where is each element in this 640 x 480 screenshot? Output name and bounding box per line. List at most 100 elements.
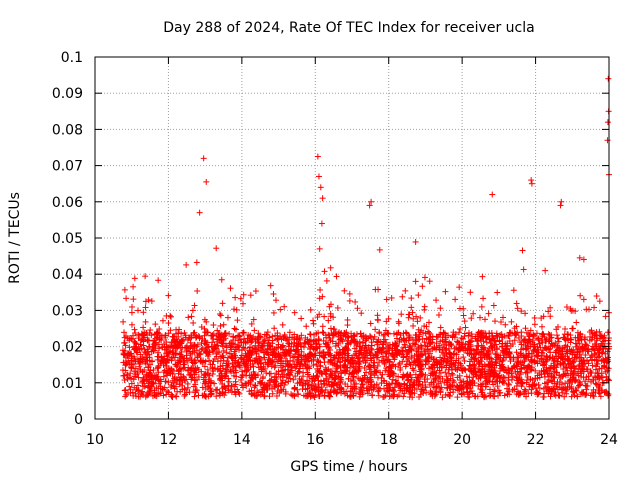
data-point xyxy=(419,283,426,290)
data-point xyxy=(535,336,542,343)
data-point xyxy=(421,274,428,281)
data-point xyxy=(479,273,486,280)
data-point xyxy=(522,310,529,317)
data-point xyxy=(174,388,181,395)
data-point xyxy=(562,325,569,332)
data-point xyxy=(361,364,368,371)
data-point xyxy=(298,315,305,322)
data-point xyxy=(421,306,428,313)
data-point xyxy=(412,238,419,245)
data-point xyxy=(126,383,133,390)
data-point xyxy=(372,326,379,333)
data-point xyxy=(281,303,288,310)
data-point xyxy=(520,266,527,273)
data-point xyxy=(302,334,309,341)
data-point xyxy=(553,369,560,376)
data-point xyxy=(554,335,561,342)
x-tick-label: 16 xyxy=(306,432,324,448)
data-point xyxy=(188,313,195,320)
data-point xyxy=(269,390,276,397)
y-tick-label: 0.09 xyxy=(52,86,83,102)
data-point xyxy=(319,329,326,336)
data-point xyxy=(216,311,223,318)
data-point xyxy=(145,296,152,303)
y-tick-label: 0.01 xyxy=(52,376,83,392)
data-point xyxy=(270,290,277,297)
data-point xyxy=(576,254,583,261)
grid xyxy=(95,57,609,419)
data-point xyxy=(247,292,254,299)
data-point xyxy=(605,75,612,82)
data-point xyxy=(233,306,240,313)
data-point xyxy=(338,390,345,397)
data-point xyxy=(363,369,370,376)
data-point xyxy=(374,312,381,319)
data-point xyxy=(569,325,576,332)
data-point xyxy=(442,391,449,398)
data-point xyxy=(156,345,163,352)
data-point xyxy=(590,393,597,400)
data-point xyxy=(528,180,535,187)
data-point xyxy=(169,392,176,399)
data-point xyxy=(165,292,172,299)
data-point xyxy=(250,316,257,323)
data-point xyxy=(460,312,467,319)
data-point xyxy=(131,275,138,282)
y-tick-label: 0.06 xyxy=(52,195,83,211)
data-point xyxy=(583,306,590,313)
data-point xyxy=(231,306,238,313)
data-point xyxy=(213,393,220,400)
data-point xyxy=(123,295,130,302)
data-point xyxy=(463,373,470,380)
data-point xyxy=(234,317,241,324)
data-point xyxy=(457,325,464,332)
chart-title: Day 288 of 2024, Rate Of TEC Index for r… xyxy=(163,20,534,36)
data-point xyxy=(251,327,258,334)
data-point xyxy=(210,321,217,328)
data-point xyxy=(314,153,321,160)
data-point xyxy=(214,327,221,334)
x-tick-label: 12 xyxy=(160,432,178,448)
data-point xyxy=(437,324,444,331)
data-point xyxy=(232,378,239,385)
data-point xyxy=(402,287,409,294)
data-point xyxy=(185,314,192,321)
data-point xyxy=(580,296,587,303)
data-point xyxy=(159,386,166,393)
data-point xyxy=(368,198,375,205)
data-point xyxy=(596,298,603,305)
data-point xyxy=(508,318,515,325)
data-point xyxy=(558,198,565,205)
data-point xyxy=(582,351,589,358)
data-point xyxy=(514,305,521,312)
data-point xyxy=(231,325,238,332)
data-point xyxy=(184,380,191,387)
data-point xyxy=(237,295,244,302)
data-point xyxy=(555,338,562,345)
data-point xyxy=(424,376,431,383)
data-point xyxy=(568,393,575,400)
data-point xyxy=(531,321,538,328)
data-point xyxy=(515,334,522,341)
data-point xyxy=(217,312,224,319)
data-point xyxy=(321,268,328,275)
data-point xyxy=(183,261,190,268)
y-tick-label: 0.05 xyxy=(52,231,83,247)
data-point xyxy=(456,284,463,291)
data-point xyxy=(522,336,529,343)
data-point xyxy=(209,371,216,378)
data-point xyxy=(344,322,351,329)
data-point xyxy=(436,385,443,392)
data-point xyxy=(513,300,520,307)
data-point xyxy=(165,320,172,327)
y-tick-label: 0.02 xyxy=(52,340,83,356)
data-point xyxy=(412,331,419,338)
data-point xyxy=(480,295,487,302)
data-point xyxy=(126,344,133,351)
data-point xyxy=(235,358,242,365)
x-tick-label: 20 xyxy=(453,432,471,448)
data-point xyxy=(128,321,135,328)
data-point xyxy=(239,300,246,307)
data-point xyxy=(219,343,226,350)
data-point xyxy=(232,294,239,301)
